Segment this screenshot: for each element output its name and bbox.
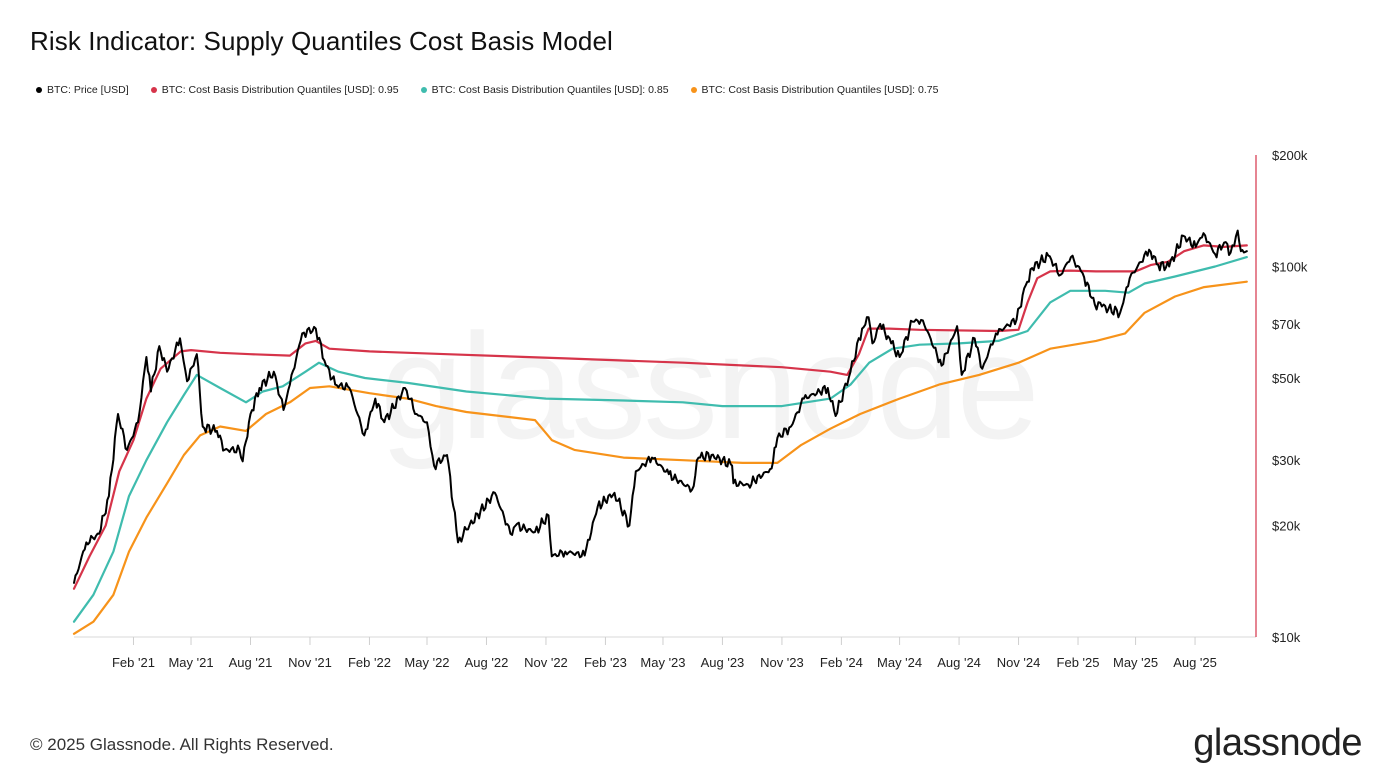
series-line-q85 [72,256,1248,623]
chart-legend: BTC: Price [USD] BTC: Cost Basis Distrib… [36,84,938,96]
y-tick-label: $50k [1272,371,1301,386]
x-tick-label: Aug '25 [1173,655,1217,670]
x-tick-label: May '24 [877,655,922,670]
x-tick-label: Feb '22 [348,655,391,670]
legend-item-q75[interactable]: BTC: Cost Basis Distribution Quantiles [… [690,84,939,96]
y-tick-label: $20k [1272,518,1301,533]
x-tick-label: May '25 [1113,655,1158,670]
x-tick-label: Feb '21 [112,655,155,670]
x-tick-label: Feb '23 [584,655,627,670]
x-tick-label: Nov '23 [760,655,804,670]
y-tick-label: $100k [1272,260,1308,275]
x-tick-label: Aug '23 [701,655,745,670]
x-tick-label: Nov '21 [288,655,332,670]
legend-swatch [36,87,42,93]
x-tick-label: Nov '24 [997,655,1041,670]
legend-item-price[interactable]: BTC: Price [USD] [36,84,129,96]
x-tick-label: Feb '25 [1057,655,1100,670]
copyright-text: © 2025 Glassnode. All Rights Reserved. [30,735,334,754]
series-layer [72,229,1248,635]
y-tick-label: $200k [1272,148,1308,163]
legend-swatch [150,87,157,93]
x-tick-label: May '23 [640,655,685,670]
x-tick-label: May '21 [168,655,213,670]
x-tick-label: Feb '24 [820,655,863,670]
legend-swatch [690,87,697,93]
legend-label: BTC: Cost Basis Distribution Quantiles [… [701,84,939,96]
x-tick-label: Nov '22 [524,655,568,670]
brand-logo: glassnode [1193,722,1362,764]
y-tick-label: $70k [1272,317,1301,332]
legend-label: BTC: Price [USD] [47,84,129,96]
series-line-price [73,229,1248,584]
y-tick-label: $10k [1272,630,1301,645]
x-tick-label: Aug '22 [465,655,509,670]
y-tick-label: $30k [1272,453,1301,468]
legend-label: BTC: Cost Basis Distribution Quantiles [… [431,84,669,96]
chart-title: Risk Indicator: Supply Quantiles Cost Ba… [30,26,613,56]
x-tick-label: Aug '21 [229,655,273,670]
legend-item-q85[interactable]: BTC: Cost Basis Distribution Quantiles [… [420,84,669,96]
legend-item-q95[interactable]: BTC: Cost Basis Distribution Quantiles [… [150,84,399,96]
series-line-q75 [72,280,1248,635]
legend-label: BTC: Cost Basis Distribution Quantiles [… [161,84,399,96]
x-tick-label: Aug '24 [937,655,981,670]
legend-swatch [420,87,427,93]
x-tick-label: May '22 [404,655,449,670]
axis-layer: Feb '21 May '21 Aug '21 Nov '21 Feb '22 May '… [74,148,1308,670]
